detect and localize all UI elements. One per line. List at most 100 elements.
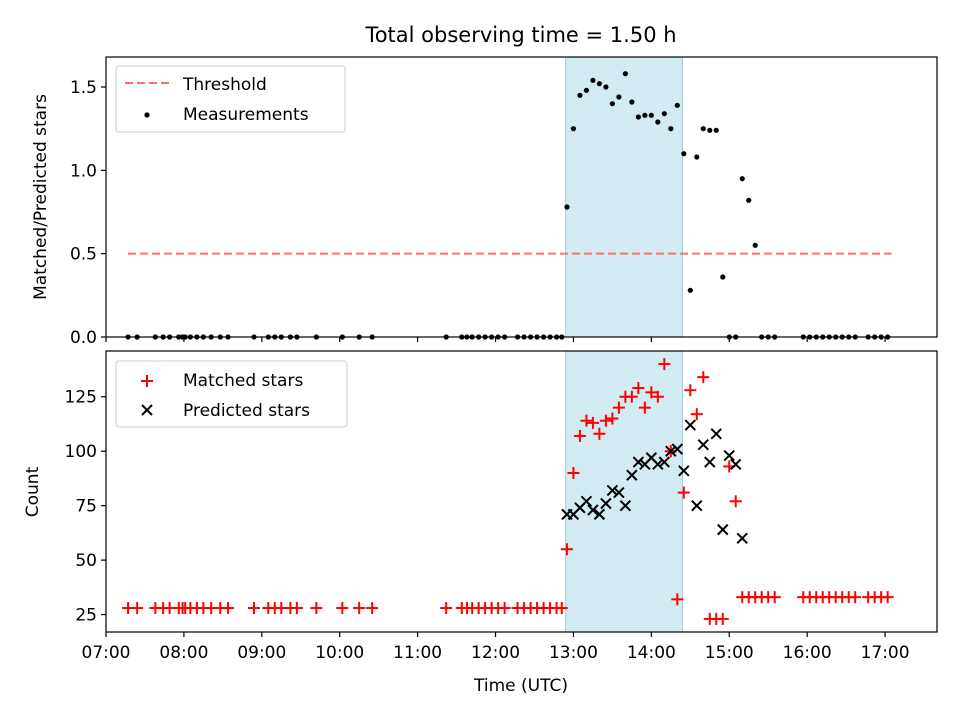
y-tick-label: 50: [75, 551, 97, 571]
measurements-point: [655, 119, 661, 125]
predicted-stars-point: [580, 495, 593, 508]
matched-stars-point: [612, 401, 625, 414]
measurements-point: [661, 111, 667, 117]
predicted-stars-point: [619, 499, 632, 512]
predicted-stars-point: [626, 469, 638, 481]
y-tick-label: 100: [65, 442, 97, 462]
ratio-panel: Total observing time = 1.50 h 0.0 0.5 1.0 1…: [31, 23, 938, 348]
predicted-stars-point: [710, 428, 722, 440]
x-tick-label: 14:00: [627, 643, 676, 663]
predicted-stars-point: [691, 499, 703, 512]
ratio-x-ticks: [105, 337, 886, 342]
matched-stars-point: [222, 602, 235, 615]
measurements-point: [629, 99, 635, 105]
count-series: [122, 358, 894, 625]
count-y-ticks: 25 50 75 100 125: [65, 388, 106, 626]
count-x-ticks: 07:00 08:00 09:00 10:00 11:00 12:00 13:00 14:00…: [82, 632, 910, 663]
x-tick-label: 07:00: [82, 643, 131, 663]
predicted-stars-point: [658, 456, 671, 468]
matched-stars-point: [310, 602, 323, 615]
count-legend-box: [115, 360, 348, 428]
matched-stars-point: [658, 358, 671, 371]
matched-stars-point: [606, 412, 619, 425]
ratio-legend: Threshold Measurements: [115, 65, 346, 133]
predicted-stars-point: [704, 456, 716, 468]
matched-stars-point: [593, 427, 606, 440]
matched-stars-point: [645, 386, 658, 399]
y-tick-label: 25: [75, 606, 97, 626]
predicted-stars-point: [717, 523, 729, 536]
x-tick-label: 09:00: [237, 643, 286, 663]
x-tick-label: 15:00: [705, 643, 754, 663]
matched-stars-point: [690, 408, 703, 421]
x-tick-label: 12:00: [471, 643, 520, 663]
matched-stars-point: [560, 543, 573, 556]
matched-stars-point: [131, 602, 144, 615]
ratio-axes-frame: [105, 56, 938, 338]
measurements-point: [648, 112, 654, 118]
predicted-stars-point: [730, 458, 742, 470]
measurements-point: [564, 204, 570, 210]
measurements-point: [752, 242, 758, 248]
x-tick-label: 11:00: [393, 643, 442, 663]
count-highlight-span: [565, 351, 684, 632]
matched-stars-point: [729, 495, 742, 508]
count-y-axis-label: Count: [23, 466, 43, 517]
predicted-stars-point: [587, 504, 599, 516]
x-axis-label: Time (UTC): [473, 676, 568, 696]
y-tick-label: 0.5: [70, 245, 97, 265]
matched-stars-point: [677, 486, 690, 499]
matched-stars-point: [625, 390, 638, 403]
matched-stars-point: [573, 429, 586, 442]
matched-stars-point: [290, 602, 303, 615]
measurements-point: [694, 154, 700, 160]
x-tick-label: 10:00: [315, 643, 364, 663]
legend-matched-label: Matched stars: [183, 371, 303, 391]
legend-measurements-label: Measurements: [183, 105, 309, 125]
legend-measurements-swatch: [144, 112, 150, 118]
matched-stars-point: [671, 593, 684, 606]
measurements-point: [603, 84, 609, 90]
matched-stars-point: [248, 602, 261, 615]
legend-predicted-label: Predicted stars: [183, 401, 310, 421]
measurements-point: [609, 101, 615, 107]
measurements-point: [681, 151, 687, 157]
matched-stars-point: [586, 416, 599, 429]
matched-stars-point: [638, 401, 651, 414]
predicted-stars-point: [723, 449, 735, 462]
ratio-y-ticks: 0.0 0.5 1.0 1.5: [70, 78, 106, 348]
y-tick-label: 0.0: [70, 328, 97, 348]
matched-stars-point: [440, 602, 453, 615]
measurements-point: [746, 197, 752, 203]
matched-stars-point: [366, 602, 379, 615]
measurements-point: [577, 92, 583, 98]
matched-stars-point: [555, 602, 568, 615]
count-legend: Matched stars Predicted stars: [115, 360, 348, 428]
matched-stars-point: [651, 390, 664, 403]
measurements-point: [720, 274, 726, 280]
predicted-stars-point: [671, 443, 684, 455]
matched-stars-point: [768, 591, 781, 604]
x-tick-label: 16:00: [783, 643, 832, 663]
y-tick-label: 1.5: [70, 78, 97, 98]
measurements-point: [622, 71, 628, 77]
predicted-stars-point: [684, 419, 697, 431]
x-tick-label: 08:00: [159, 643, 208, 663]
count-axes-frame: [105, 350, 938, 633]
y-tick-label: 75: [75, 497, 97, 517]
ratio-legend-box: [115, 65, 346, 133]
measurements-point: [616, 94, 622, 100]
predicted-stars-point: [736, 532, 748, 545]
x-tick-label: 17:00: [861, 643, 910, 663]
predicted-stars-point: [593, 508, 606, 521]
matched-stars-point: [353, 602, 366, 615]
matched-stars-point: [881, 591, 894, 604]
predicted-stars-point: [652, 458, 664, 470]
measurements-point: [642, 112, 648, 118]
matched-stars-point: [580, 414, 593, 427]
legend-matched-swatch: [141, 375, 153, 387]
measurements-point: [687, 287, 693, 293]
measurements-point: [635, 114, 641, 120]
y-tick-label: 1.0: [70, 161, 97, 181]
